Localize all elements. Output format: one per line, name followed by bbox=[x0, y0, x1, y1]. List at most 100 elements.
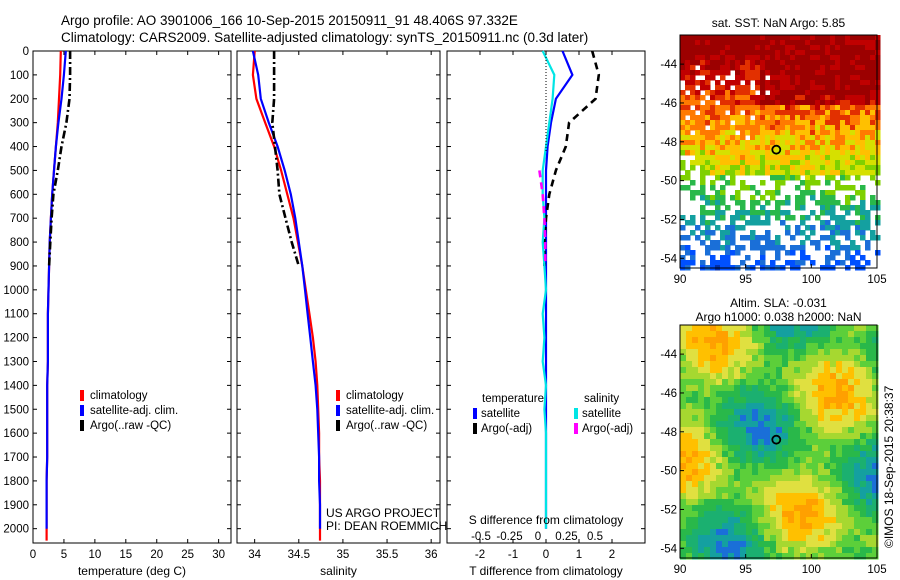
map-cell bbox=[870, 75, 876, 81]
map-cell bbox=[765, 70, 771, 76]
map-cell bbox=[685, 110, 691, 116]
map-cell bbox=[830, 110, 836, 116]
map-cell bbox=[765, 160, 771, 166]
map-cell bbox=[860, 385, 867, 392]
map-cell bbox=[680, 463, 687, 470]
map-cell bbox=[860, 220, 866, 226]
map-cell bbox=[842, 379, 849, 386]
map-cell bbox=[812, 415, 819, 422]
map-cell bbox=[765, 105, 771, 111]
map-cell bbox=[824, 361, 831, 368]
map-y-tick-label: -50 bbox=[660, 176, 677, 188]
map-cell bbox=[875, 160, 881, 166]
map-cell bbox=[690, 65, 696, 71]
map-cell bbox=[845, 65, 851, 71]
map-cell bbox=[845, 100, 851, 106]
map-cell bbox=[855, 160, 861, 166]
map-cell bbox=[752, 415, 759, 422]
map-cell bbox=[830, 475, 837, 482]
map-cell bbox=[770, 190, 776, 196]
map-cell bbox=[860, 523, 867, 530]
map-cell bbox=[788, 409, 795, 416]
map-cell bbox=[780, 160, 786, 166]
map-cell bbox=[848, 469, 855, 476]
map-cell bbox=[722, 523, 729, 530]
map-cell bbox=[740, 403, 747, 410]
map-cell bbox=[758, 457, 765, 464]
map-cell bbox=[794, 553, 801, 560]
map-cell bbox=[845, 90, 851, 96]
map-cell bbox=[812, 409, 819, 416]
map-cell bbox=[806, 451, 813, 458]
map-cell bbox=[735, 225, 741, 231]
map-cell bbox=[842, 463, 849, 470]
map-cell bbox=[805, 255, 811, 261]
map-cell bbox=[775, 85, 781, 91]
map-cell bbox=[730, 240, 736, 246]
map-cell bbox=[770, 110, 776, 116]
map-cell bbox=[875, 50, 881, 56]
map-cell bbox=[845, 55, 851, 61]
map-cell bbox=[790, 215, 796, 221]
map-cell bbox=[680, 475, 687, 482]
map-cell bbox=[725, 140, 731, 146]
map-cell bbox=[746, 361, 753, 368]
map-cell bbox=[794, 469, 801, 476]
map-cell bbox=[765, 210, 771, 216]
map-cell bbox=[776, 529, 783, 536]
map-cell bbox=[720, 35, 726, 41]
map-cell bbox=[800, 385, 807, 392]
map-cell bbox=[680, 160, 686, 166]
map-cell bbox=[698, 541, 705, 548]
map-cell bbox=[855, 170, 861, 176]
map-cell bbox=[700, 70, 706, 76]
map-cell bbox=[710, 195, 716, 201]
map-cell bbox=[734, 325, 741, 332]
map-cell bbox=[840, 155, 846, 161]
map-cell bbox=[810, 90, 816, 96]
map-cell bbox=[730, 250, 736, 256]
map-cell bbox=[775, 110, 781, 116]
map-cell bbox=[734, 421, 741, 428]
map-cell bbox=[860, 75, 866, 81]
map-cell bbox=[782, 505, 789, 512]
map-cell bbox=[785, 60, 791, 66]
map-cell bbox=[806, 523, 813, 530]
map-cell bbox=[695, 55, 701, 61]
map-cell bbox=[825, 40, 831, 46]
legend-label: climatology bbox=[346, 390, 404, 402]
map-cell bbox=[698, 391, 705, 398]
map-cell bbox=[818, 331, 825, 338]
map-cell bbox=[770, 343, 777, 350]
map-cell bbox=[716, 433, 723, 440]
map-cell bbox=[855, 105, 861, 111]
map-cell bbox=[842, 361, 849, 368]
map-cell bbox=[710, 185, 716, 191]
map-cell bbox=[780, 55, 786, 61]
map-cell bbox=[825, 95, 831, 101]
legend-label: Argo(..raw -QC) bbox=[346, 420, 427, 432]
map-cell bbox=[704, 493, 711, 500]
map-cell bbox=[730, 45, 736, 51]
map-cell bbox=[842, 451, 849, 458]
map-cell bbox=[735, 45, 741, 51]
map-cell bbox=[740, 439, 747, 446]
map-cell bbox=[860, 170, 866, 176]
map-cell bbox=[860, 535, 867, 542]
map-cell bbox=[780, 85, 786, 91]
map-cell bbox=[782, 553, 789, 560]
map-cell bbox=[730, 35, 736, 41]
y-tick-label: 1500 bbox=[3, 404, 29, 416]
map-cell bbox=[686, 427, 693, 434]
map-cell bbox=[730, 80, 736, 86]
map-cell bbox=[746, 457, 753, 464]
map-cell bbox=[700, 65, 706, 71]
map-cell bbox=[686, 487, 693, 494]
map-cell bbox=[715, 125, 721, 131]
map-cell bbox=[725, 85, 731, 91]
map-cell bbox=[740, 160, 746, 166]
map-cell bbox=[730, 60, 736, 66]
map-cell bbox=[695, 140, 701, 146]
title-line-1: Argo profile: AO 3901006_166 10-Sep-2015… bbox=[61, 13, 518, 28]
